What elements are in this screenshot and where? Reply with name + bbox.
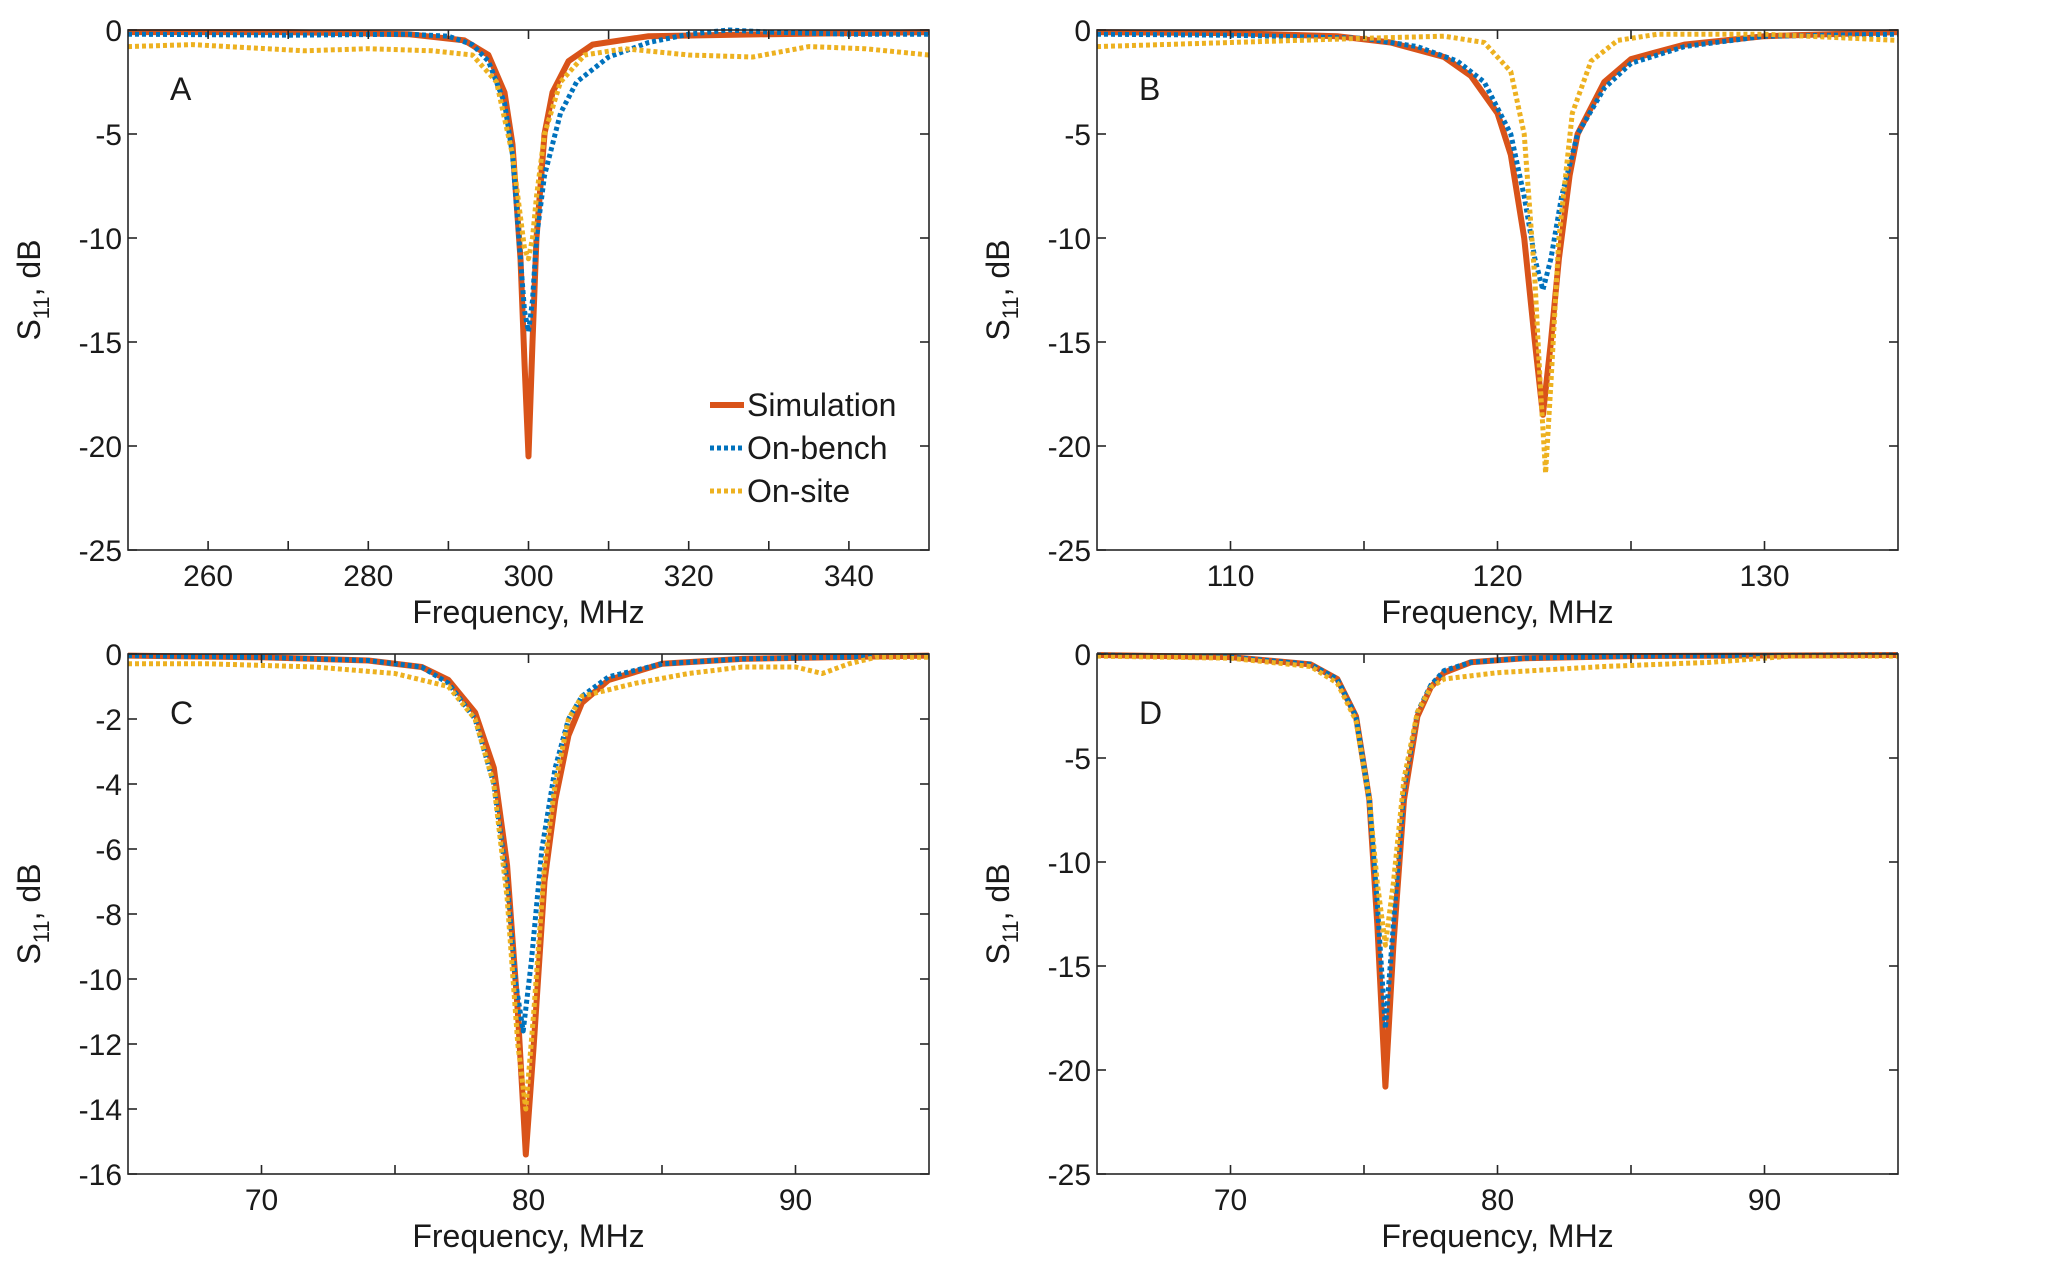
x-axis-title: Frequency, MHz xyxy=(1381,1218,1613,1254)
y-tick-label: -15 xyxy=(79,327,122,360)
panel-d: 70 80 90 0 -5 -10 -15 -20 -25 Frequency, MHz S11, … xyxy=(980,639,1899,1254)
x-tick-label: 70 xyxy=(1214,1184,1247,1217)
series-line-simulation xyxy=(1097,29,1898,418)
y-axis-title: S11, dB xyxy=(980,863,1023,964)
x-tick-label: 90 xyxy=(1748,1184,1781,1217)
y-tick-label: -12 xyxy=(79,1029,122,1062)
y-tick-label: -5 xyxy=(1064,119,1091,152)
y-axis-title-tail: , dB xyxy=(11,863,47,920)
x-tick-label: 260 xyxy=(183,560,233,593)
panel-label: D xyxy=(1139,695,1162,731)
axes-box xyxy=(1096,29,1899,551)
y-tick-label: -16 xyxy=(79,1159,122,1192)
y-tick-label: 0 xyxy=(105,15,122,48)
series-lines xyxy=(128,27,929,460)
y-axis-title-main: S xyxy=(11,943,47,964)
series-line-simulation xyxy=(128,652,929,1158)
legend-label: On-site xyxy=(747,473,850,509)
x-tick-label: 80 xyxy=(512,1184,545,1217)
y-axis-title: S11, dB xyxy=(11,863,54,964)
panel-label: B xyxy=(1139,71,1160,107)
axes-box xyxy=(127,29,930,551)
y-tick-label: -14 xyxy=(79,1094,122,1127)
series-lines xyxy=(1097,29,1898,476)
y-tick-label: 0 xyxy=(105,639,122,672)
y-tick-label: -10 xyxy=(1048,223,1091,256)
legend-label: Simulation xyxy=(747,387,896,423)
panel-b: 110 120 130 0 -5 -10 -15 -20 -25 Frequency, MHz S1… xyxy=(980,15,1899,630)
x-tick-label: 110 xyxy=(1207,560,1255,593)
series-line-on-bench xyxy=(1097,652,1898,1031)
x-tick-label: 80 xyxy=(1481,1184,1514,1217)
y-tick-label: -2 xyxy=(95,704,122,737)
series-line-on-site xyxy=(128,654,929,1112)
y-axis-title-sub: 11 xyxy=(29,296,54,319)
y-tick-label: -20 xyxy=(1048,431,1091,464)
series-line-on-bench xyxy=(128,653,929,1034)
panel-a: 260 280 300 320 340 0 -5 -10 -15 -20 -25 Frequency,… xyxy=(11,15,930,630)
x-tick-label: 280 xyxy=(343,560,393,593)
x-axis-title: Frequency, MHz xyxy=(1381,594,1613,630)
y-tick-label: -25 xyxy=(1048,535,1091,568)
x-axis-title: Frequency, MHz xyxy=(412,594,644,630)
series-line-on-site xyxy=(1097,653,1898,948)
x-tick-label: 340 xyxy=(824,560,874,593)
y-tick-label: -25 xyxy=(1048,1159,1091,1192)
y-axis-title: S11, dB xyxy=(980,239,1023,340)
series-line-on-site xyxy=(1097,31,1898,476)
x-tick-label: 120 xyxy=(1472,560,1522,593)
y-tick-label: -6 xyxy=(95,834,122,867)
y-axis-title-sub: 11 xyxy=(29,920,54,943)
y-axis-title: S11, dB xyxy=(11,239,54,340)
y-tick-label: -25 xyxy=(79,535,122,568)
y-tick-label: 0 xyxy=(1074,15,1091,48)
y-tick-label: -8 xyxy=(95,899,122,932)
panel-label: C xyxy=(170,695,193,731)
y-tick-label: -10 xyxy=(1048,847,1091,880)
y-axis-title-main: S xyxy=(11,319,47,340)
y-tick-label: -4 xyxy=(95,769,122,802)
series-line-on-bench xyxy=(1097,31,1898,293)
x-tick-label: 320 xyxy=(664,560,714,593)
series-line-on-site xyxy=(128,42,929,262)
y-axis-title-main: S xyxy=(980,319,1016,340)
y-axis-title-tail: , dB xyxy=(980,863,1016,920)
y-axis-title-main: S xyxy=(980,943,1016,964)
y-axis-title-sub: 11 xyxy=(998,296,1023,319)
x-tick-label: 130 xyxy=(1739,560,1789,593)
y-tick-label: 0 xyxy=(1074,639,1091,672)
y-tick-label: -10 xyxy=(79,964,122,997)
y-tick-label: -5 xyxy=(1064,743,1091,776)
panel-c: 70 80 90 0 -2 -4 -6 -8 -10 -12 -14 -16 Frequency, MH… xyxy=(11,639,930,1254)
y-tick-label: -20 xyxy=(1048,1055,1091,1088)
x-tick-label: 300 xyxy=(503,560,553,593)
x-axis-title: Frequency, MHz xyxy=(412,1218,644,1254)
series-line-simulation xyxy=(1097,652,1898,1090)
x-tick-label: 70 xyxy=(245,1184,278,1217)
series-line-on-bench xyxy=(128,27,929,335)
y-tick-label: -10 xyxy=(79,223,122,256)
y-axis-title-tail: , dB xyxy=(11,239,47,296)
y-tick-label: -20 xyxy=(79,431,122,464)
y-axis-title-sub: 11 xyxy=(998,920,1023,943)
axes-box xyxy=(1096,653,1899,1175)
y-tick-label: -5 xyxy=(95,119,122,152)
x-tick-label: 90 xyxy=(779,1184,812,1217)
panel-label: A xyxy=(170,71,192,107)
y-axis-title-tail: , dB xyxy=(980,239,1016,296)
y-tick-label: -15 xyxy=(1048,327,1091,360)
series-lines xyxy=(1097,652,1898,1090)
series-lines xyxy=(128,652,929,1158)
legend: Simulation On-bench On-site xyxy=(710,387,896,509)
legend-label: On-bench xyxy=(747,430,888,466)
y-tick-label: -15 xyxy=(1048,951,1091,984)
